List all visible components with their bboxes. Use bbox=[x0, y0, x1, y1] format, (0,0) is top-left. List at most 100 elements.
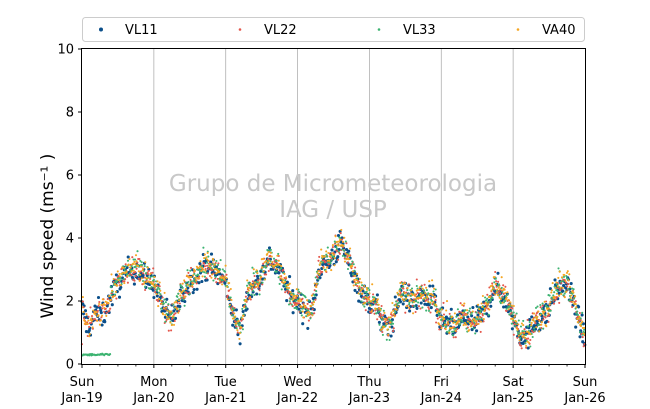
data-point bbox=[149, 272, 152, 276]
data-point bbox=[432, 290, 435, 293]
data-point bbox=[581, 336, 584, 339]
data-point bbox=[535, 318, 538, 321]
data-point bbox=[132, 269, 135, 272]
data-point bbox=[373, 297, 376, 300]
data-point bbox=[376, 298, 379, 301]
data-point bbox=[476, 316, 479, 319]
data-point bbox=[90, 321, 93, 324]
data-point bbox=[547, 312, 550, 315]
data-point bbox=[198, 262, 202, 266]
data-point bbox=[353, 278, 356, 281]
data-point bbox=[253, 274, 256, 278]
data-point bbox=[541, 304, 544, 307]
data-point bbox=[188, 293, 191, 296]
data-point bbox=[265, 260, 268, 263]
data-point bbox=[219, 281, 222, 284]
data-point bbox=[459, 302, 462, 305]
data-point bbox=[352, 284, 355, 287]
data-point bbox=[412, 298, 416, 301]
data-point bbox=[433, 287, 436, 290]
data-point bbox=[318, 255, 321, 258]
data-point bbox=[322, 266, 325, 269]
data-point bbox=[402, 285, 405, 288]
data-point bbox=[499, 297, 502, 301]
data-point bbox=[450, 318, 453, 321]
data-point bbox=[508, 313, 511, 316]
data-point bbox=[267, 246, 272, 250]
data-point bbox=[553, 291, 556, 294]
data-point bbox=[184, 288, 188, 291]
data-point bbox=[486, 297, 489, 300]
data-point bbox=[520, 332, 523, 335]
data-point bbox=[325, 255, 329, 258]
data-point bbox=[266, 252, 269, 255]
data-point bbox=[311, 308, 314, 311]
data-point bbox=[415, 297, 418, 300]
data-point bbox=[188, 285, 191, 288]
data-point bbox=[445, 300, 449, 303]
data-point bbox=[399, 287, 402, 290]
data-point bbox=[514, 324, 517, 328]
data-point bbox=[130, 265, 133, 268]
data-points bbox=[80, 228, 587, 357]
data-point bbox=[287, 290, 290, 293]
data-point bbox=[87, 319, 90, 322]
data-point bbox=[114, 278, 117, 281]
data-point bbox=[542, 315, 545, 318]
data-point bbox=[209, 252, 214, 256]
data-point bbox=[116, 284, 119, 287]
data-point bbox=[359, 293, 362, 296]
data-point bbox=[366, 300, 369, 303]
data-point bbox=[519, 336, 522, 340]
data-point bbox=[332, 253, 335, 256]
data-point bbox=[90, 317, 93, 320]
data-point bbox=[555, 283, 558, 286]
data-point bbox=[203, 271, 206, 274]
data-point bbox=[461, 303, 464, 307]
data-point bbox=[126, 281, 129, 284]
data-point bbox=[408, 309, 412, 313]
data-point bbox=[427, 300, 430, 303]
data-point bbox=[162, 302, 165, 305]
data-point bbox=[236, 331, 239, 334]
data-point bbox=[316, 276, 319, 279]
data-point bbox=[178, 309, 181, 313]
data-point bbox=[559, 280, 562, 283]
data-point bbox=[232, 308, 235, 311]
data-point bbox=[207, 259, 210, 262]
data-point bbox=[183, 299, 187, 304]
data-point bbox=[215, 268, 219, 271]
data-point bbox=[436, 310, 439, 313]
data-point bbox=[418, 297, 421, 300]
data-point bbox=[192, 287, 196, 292]
data-point bbox=[270, 255, 273, 258]
data-point bbox=[330, 258, 334, 261]
data-point bbox=[512, 304, 515, 308]
data-point bbox=[103, 310, 106, 313]
data-point bbox=[306, 299, 309, 302]
data-point bbox=[211, 269, 214, 272]
data-point bbox=[100, 323, 104, 327]
data-point bbox=[283, 283, 286, 287]
data-point bbox=[343, 255, 347, 258]
data-point bbox=[336, 233, 341, 238]
data-point bbox=[313, 312, 316, 315]
data-point bbox=[537, 310, 540, 313]
data-point bbox=[321, 270, 324, 273]
data-point bbox=[389, 313, 393, 316]
data-point bbox=[452, 321, 455, 324]
data-point bbox=[368, 292, 371, 295]
data-point bbox=[539, 303, 542, 307]
data-point bbox=[529, 333, 532, 336]
data-point bbox=[149, 276, 152, 279]
data-point bbox=[211, 263, 214, 266]
data-point bbox=[169, 321, 172, 324]
data-point bbox=[441, 324, 444, 327]
data-point bbox=[259, 278, 262, 281]
data-point bbox=[510, 310, 513, 313]
x-tick-day: Wed bbox=[283, 375, 311, 390]
series-VA40 bbox=[80, 228, 586, 347]
data-point bbox=[157, 286, 160, 289]
data-point bbox=[413, 305, 416, 308]
data-point bbox=[223, 275, 226, 278]
